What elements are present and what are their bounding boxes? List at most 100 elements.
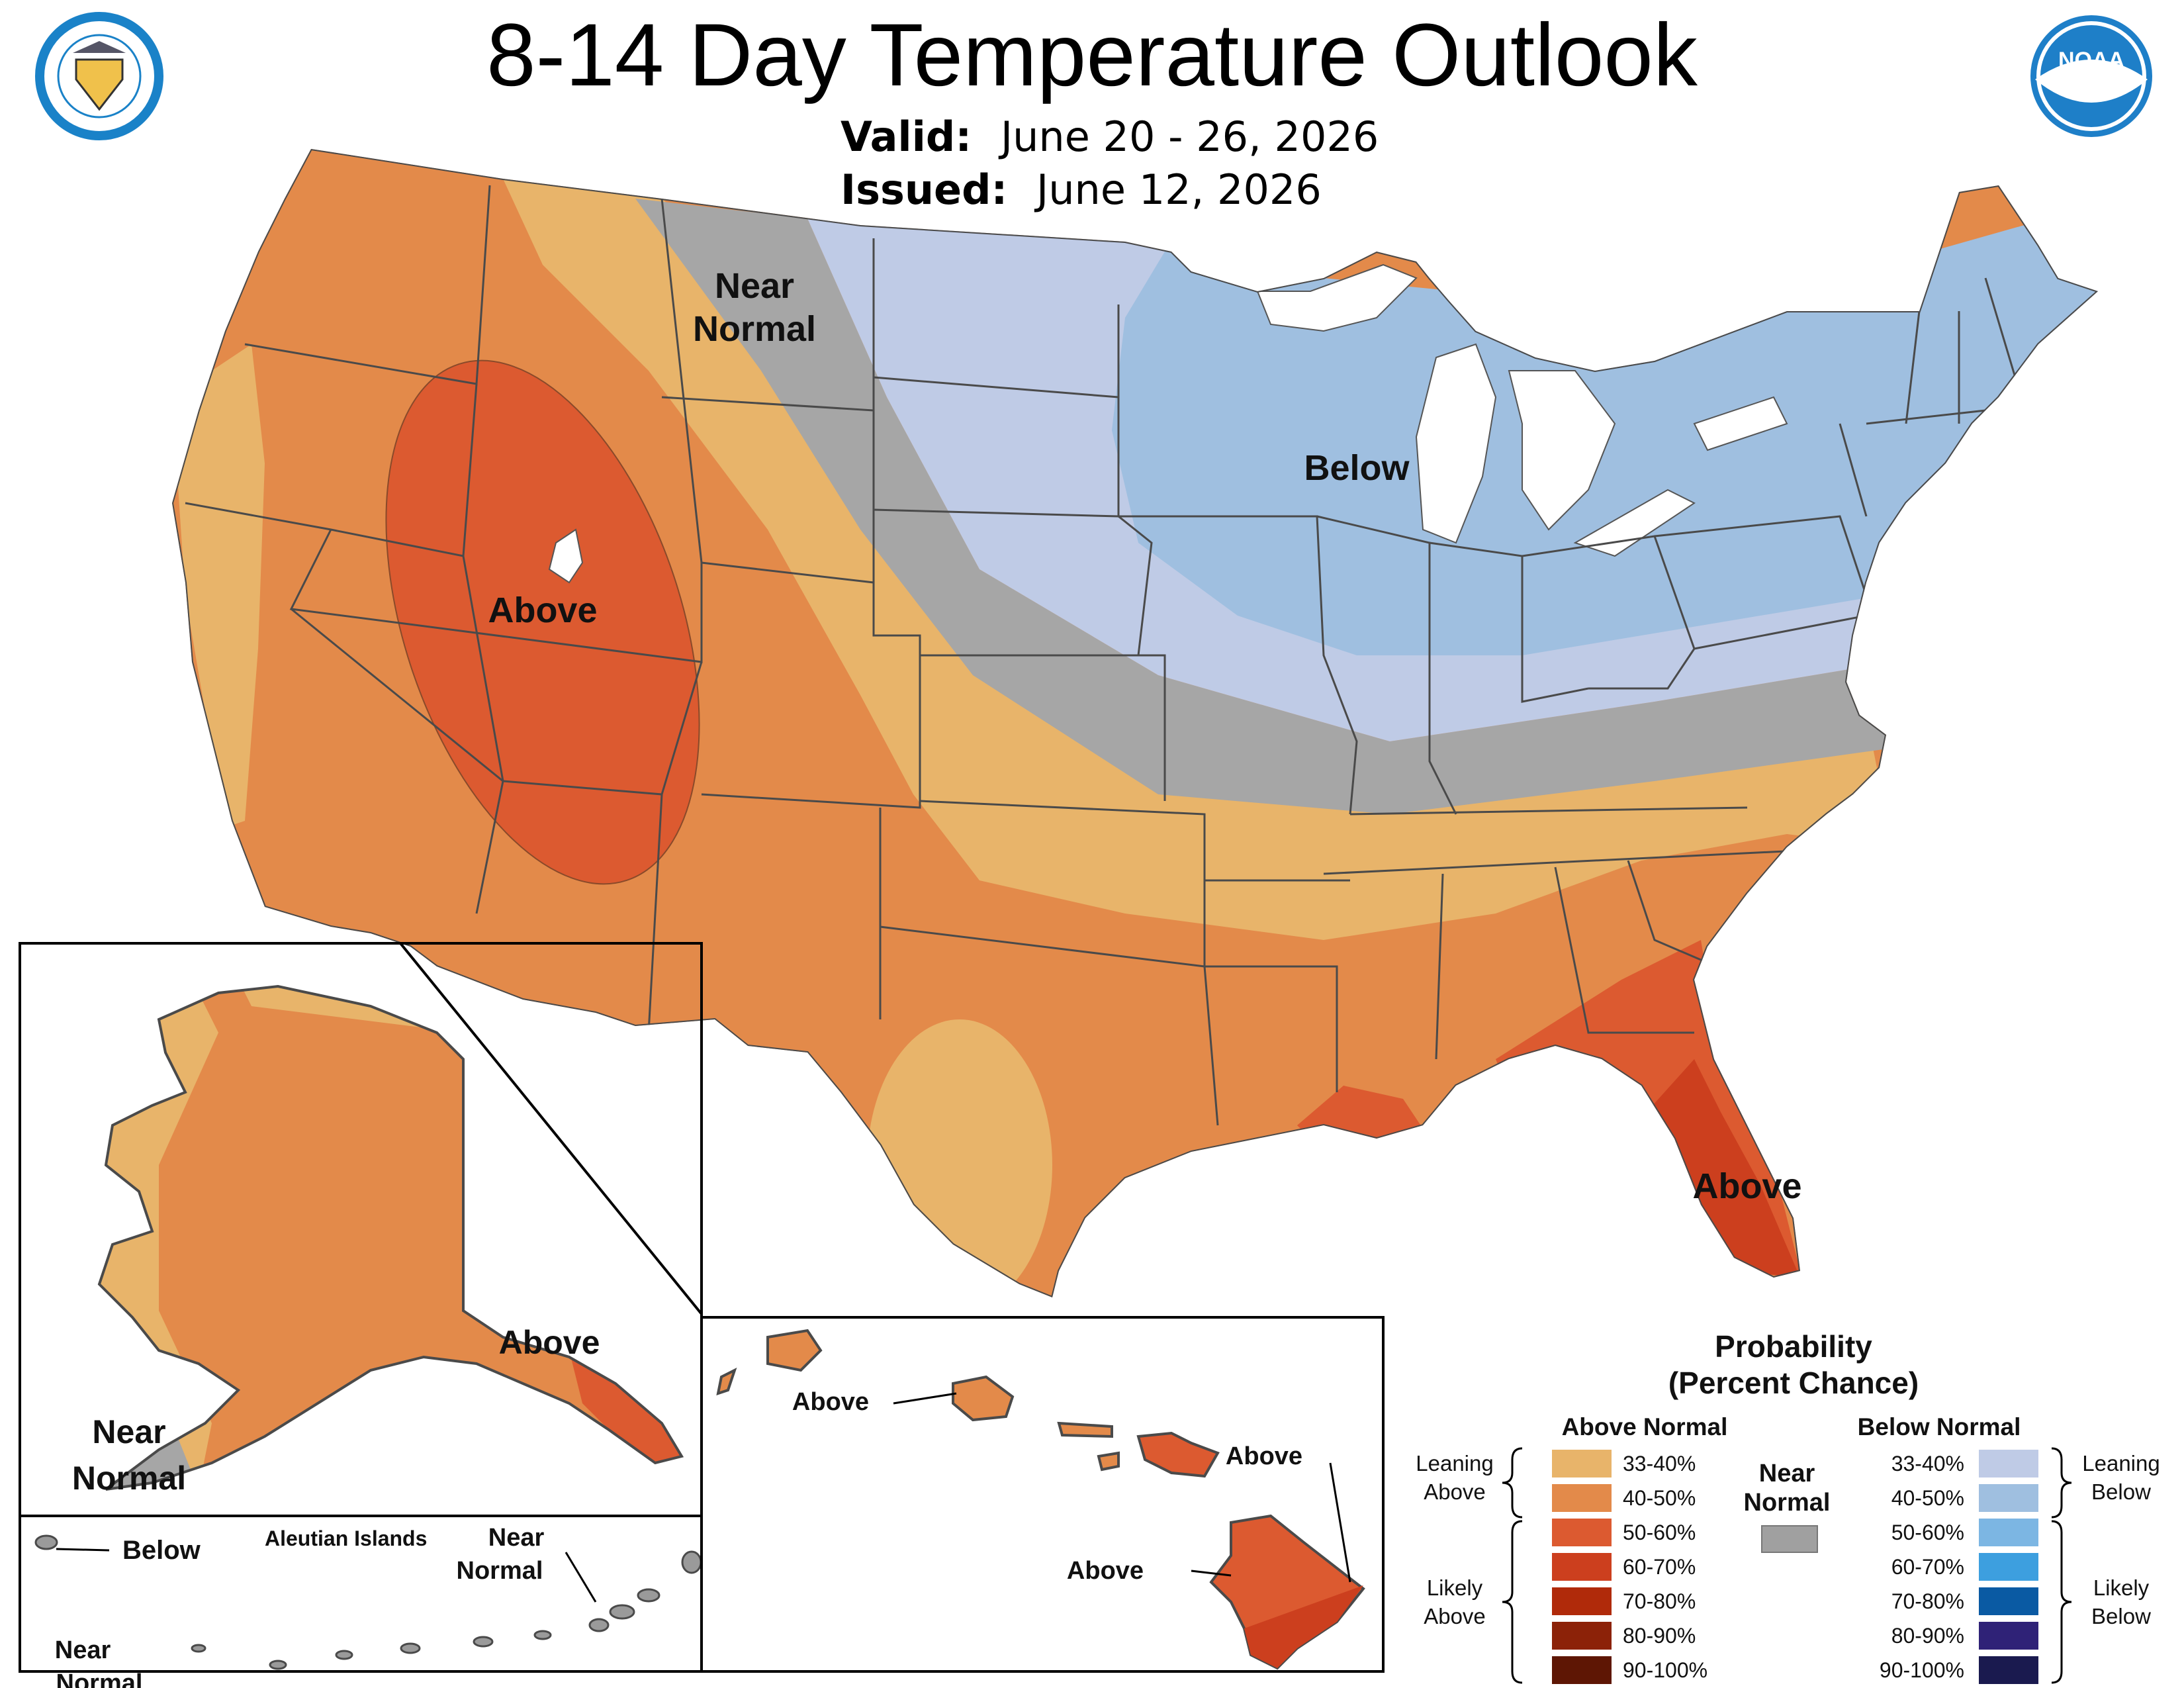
legend-likely-above-2: Above — [1424, 1604, 1486, 1628]
label-alaska-near-normal-1: Near — [92, 1413, 165, 1450]
issued-label: Issued: — [841, 165, 1008, 214]
label-aleutian-islands: Aleutian Islands — [265, 1526, 427, 1550]
label-aleutian-near-normal-right-2: Normal — [457, 1557, 543, 1585]
near-normal-band — [635, 199, 1893, 814]
noaa-logo: NOAA — [2030, 15, 2152, 137]
lake-erie — [1573, 489, 1696, 557]
island-maui — [1136, 1431, 1220, 1478]
legend-above-swatch-3 — [1552, 1553, 1612, 1581]
noaa-logo-text: NOAA — [2058, 48, 2124, 73]
alaska-panhandle-likely-above — [569, 1350, 682, 1470]
hawaii-inset: Above Above Above — [700, 1316, 1385, 1673]
west-likely-above — [385, 359, 700, 885]
island-lanai — [1097, 1451, 1120, 1472]
legend-likely-below-1: Likely — [2093, 1575, 2150, 1600]
aleutian-islands-shapes — [34, 1534, 702, 1670]
legend-below-range-6: 90-100% — [1880, 1658, 1964, 1682]
issued-value: June 12, 2026 — [1036, 165, 1322, 214]
island-niihau — [716, 1368, 737, 1395]
great-salt-lake — [548, 528, 584, 584]
legend-below-range-5: 80-90% — [1891, 1624, 1964, 1648]
aleutian-near-normal-leader — [565, 1552, 597, 1603]
legend-title-2: (Percent Chance) — [1668, 1366, 1919, 1400]
legend-likely-above-1: Likely — [1427, 1575, 1483, 1600]
alaska-outline — [97, 984, 684, 1491]
label-hawaii-above-1: Above — [792, 1388, 869, 1416]
island-kauai — [766, 1329, 823, 1372]
label-aleutian-near-normal-left-2: Normal — [56, 1669, 143, 1688]
below-40-50-region — [1112, 199, 2098, 655]
island-oahu — [952, 1375, 1015, 1422]
label-aleutian-below: Below — [122, 1536, 201, 1565]
legend-above-range-3: 60-70% — [1623, 1555, 1696, 1579]
label-aleutian-near-normal-left-1: Near — [55, 1636, 111, 1664]
legend-above-swatch-5 — [1552, 1622, 1612, 1650]
legend-near-label-1: Near — [1759, 1460, 1815, 1487]
hawaii-islands — [716, 1329, 1365, 1670]
legend-below-swatch-0 — [1979, 1450, 2038, 1477]
alaska-inset: Above Near Normal Aleutian Islands Below… — [19, 942, 703, 1688]
hawaii-inset-frame — [700, 1316, 1385, 1673]
legend-below-swatch-5 — [1979, 1622, 2038, 1650]
hawaii-leader-3 — [1329, 1462, 1351, 1583]
legend-likely-below-2: Below — [2091, 1604, 2151, 1628]
legend-above-swatch-4 — [1552, 1587, 1612, 1615]
legend-above-swatch-0 — [1552, 1450, 1612, 1477]
legend-below-swatch-3 — [1979, 1553, 2038, 1581]
hawaii-leader-1 — [893, 1392, 957, 1405]
legend-above-range-2: 50-60% — [1623, 1521, 1696, 1544]
legend-braces — [1502, 1447, 2072, 1684]
legend-leaning-above-2: Above — [1424, 1479, 1486, 1504]
label-above-west: Above — [488, 590, 597, 630]
legend-below-range-3: 60-70% — [1891, 1555, 1964, 1579]
legend-leaning-below-1: Leaning — [2082, 1451, 2160, 1476]
lake-ontario — [1693, 396, 1788, 451]
legend-above-swatch-2 — [1552, 1519, 1612, 1546]
lake-superior — [1256, 263, 1418, 332]
legend-above-range-5: 80-90% — [1623, 1624, 1696, 1648]
state-borders — [185, 185, 2026, 1126]
west-coast-leaning-above — [172, 344, 265, 827]
lake-michigan — [1415, 343, 1497, 544]
legend-above-range-1: 40-50% — [1623, 1486, 1696, 1510]
legend-above-range-6: 90-100% — [1623, 1658, 1707, 1682]
florida-likely-above — [1635, 1059, 1800, 1278]
valid-value: June 20 - 26, 2026 — [1000, 113, 1379, 161]
legend-above-range-4: 70-80% — [1623, 1589, 1696, 1613]
lake-huron — [1508, 370, 1616, 531]
legend-below-range-2: 50-60% — [1891, 1521, 1964, 1544]
commerce-seal-logo — [35, 12, 163, 140]
legend-above-swatch-6 — [1552, 1656, 1612, 1684]
legend-below-range-0: 33-40% — [1891, 1452, 1964, 1476]
legend-below-range-4: 70-80% — [1891, 1589, 1964, 1613]
label-alaska-near-normal-2: Normal — [72, 1460, 186, 1497]
valid-line: Valid: June 20 - 26, 2026 — [841, 113, 1379, 161]
legend-below-header: Below Normal — [1858, 1413, 2021, 1440]
legend-below-swatch-2 — [1979, 1519, 2038, 1546]
legend-below-swatch-6 — [1979, 1656, 2038, 1684]
legend-above-items: 33-40% 40-50% 50-60% 60-70% 70-80% 80-90% 90-1… — [1552, 1450, 1707, 1684]
label-near-normal-1: Near — [715, 266, 794, 306]
island-hawaii-south — [1244, 1585, 1363, 1668]
label-below-east: Below — [1304, 448, 1410, 488]
legend-below-swatch-1 — [1979, 1484, 2038, 1512]
legend: Probability (Percent Chance) Above Norma… — [1416, 1329, 2160, 1684]
aleutian-below-leader — [56, 1548, 110, 1552]
legend-above-header: Above Normal — [1562, 1413, 1728, 1440]
legend-below-items: 33-40% 40-50% 50-60% 60-70% 70-80% 80-90% 90-1… — [1880, 1450, 2038, 1684]
island-molokai — [1057, 1421, 1113, 1438]
legend-title-1: Probability — [1715, 1329, 1872, 1364]
legend-below-swatch-4 — [1979, 1587, 2038, 1615]
label-alaska-above: Above — [499, 1324, 600, 1361]
legend-leaning-below-2: Below — [2091, 1479, 2151, 1504]
legend-below-range-1: 40-50% — [1891, 1486, 1964, 1510]
legend-near-swatch — [1761, 1525, 1818, 1553]
issued-line: Issued: June 12, 2026 — [841, 165, 1322, 214]
label-aleutian-near-normal-right-1: Near — [488, 1524, 545, 1552]
label-hawaii-above-2: Above — [1226, 1442, 1302, 1470]
valid-label: Valid: — [841, 113, 972, 161]
label-near-normal-2: Normal — [693, 309, 816, 349]
legend-above-range-0: 33-40% — [1623, 1452, 1696, 1476]
